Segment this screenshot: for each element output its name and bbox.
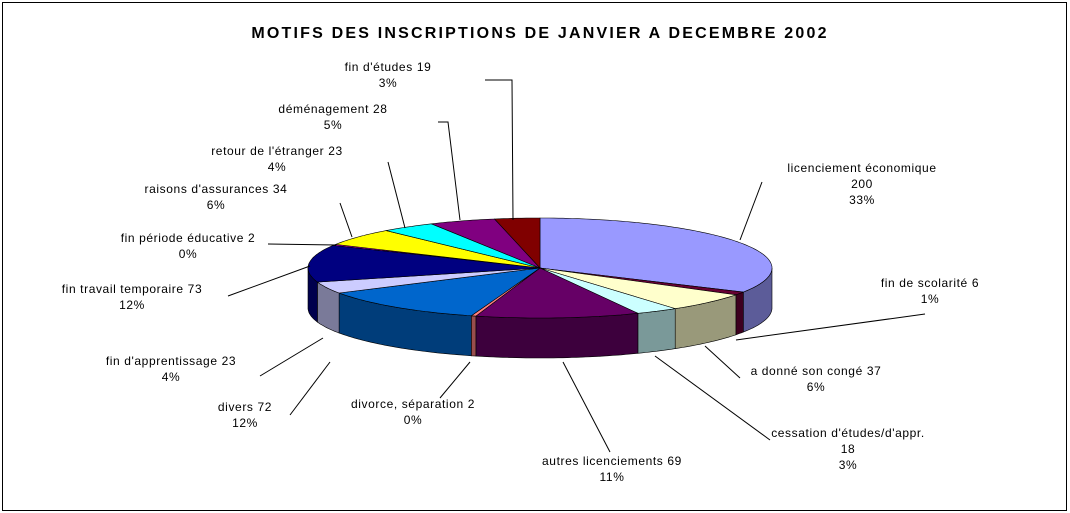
data-label: retour de l'étranger 23 xyxy=(211,144,343,158)
value-label: 37 xyxy=(867,364,882,378)
data-label: fin de scolarité 6 xyxy=(881,276,979,290)
percent-label: 12% xyxy=(232,416,258,430)
slice xyxy=(339,267,541,317)
data-label: fin période éducative 2 xyxy=(121,231,256,245)
percent-label: 11% xyxy=(600,470,625,484)
leader-line xyxy=(259,337,324,377)
category-label: déménagement xyxy=(278,102,369,116)
leader-line xyxy=(562,361,611,453)
slice xyxy=(316,267,541,294)
slice xyxy=(493,217,541,269)
slice xyxy=(431,218,541,269)
slice xyxy=(385,223,541,269)
category-label: fin période éducative xyxy=(121,231,244,245)
value-label: 6 xyxy=(972,276,979,290)
value-label: 18 xyxy=(841,442,856,456)
percent-label: 0% xyxy=(179,247,198,261)
value-label: 69 xyxy=(667,454,682,468)
category-label: fin de scolarité xyxy=(881,276,968,290)
percent-label: 1% xyxy=(921,292,940,306)
percent-label: 4% xyxy=(162,370,181,384)
data-label: raisons d'assurances 34 xyxy=(145,182,288,196)
percent-label: 33% xyxy=(849,193,875,207)
category-label: fin travail temporaire xyxy=(62,282,184,296)
value-label: 28 xyxy=(373,102,388,116)
leader-line xyxy=(654,355,771,441)
data-label: fin d'études 19 xyxy=(345,60,432,74)
value-label: 72 xyxy=(258,400,273,414)
percent-label: 4% xyxy=(268,160,287,174)
category-label: a donné son congé xyxy=(751,364,863,378)
value-label: 34 xyxy=(273,182,288,196)
value-label: 200 xyxy=(851,177,873,191)
percent-label: 3% xyxy=(839,458,858,472)
percent-label: 6% xyxy=(807,380,826,394)
leader-line xyxy=(267,243,337,246)
value-label: 2 xyxy=(248,231,255,245)
percent-label: 6% xyxy=(207,198,226,212)
category-label: retour de l'étranger xyxy=(211,144,324,158)
data-label: divorce, séparation 2 xyxy=(351,397,475,411)
slice-side xyxy=(637,308,676,354)
data-label: a donné son congé 37 xyxy=(751,364,882,378)
percent-label: 0% xyxy=(404,413,423,427)
category-label: licenciement économique xyxy=(787,161,936,175)
leader-line xyxy=(438,121,461,221)
slice-side xyxy=(475,312,639,359)
value-label: 19 xyxy=(417,60,432,74)
percent-label: 3% xyxy=(379,76,398,90)
leader-line xyxy=(739,181,763,241)
data-label: fin travail temporaire 73 xyxy=(62,282,202,296)
percent-label: 5% xyxy=(324,118,343,132)
data-label: déménagement 28 xyxy=(278,102,387,116)
category-label: cessation d'études/d'appr. xyxy=(771,426,925,440)
chart-title: MOTIFS DES INSCRIPTIONS DE JANVIER A DEC… xyxy=(251,25,828,42)
leader-line xyxy=(704,345,741,379)
data-label: licenciement économique 200 xyxy=(787,161,936,191)
slice-side xyxy=(471,315,477,357)
slice xyxy=(539,267,736,309)
data-label: fin d'apprentissage 23 xyxy=(106,354,236,368)
leader-line xyxy=(339,202,353,238)
slice xyxy=(539,217,773,293)
value-label: 2 xyxy=(468,397,475,411)
value-label: 73 xyxy=(188,282,203,296)
leader-line xyxy=(735,313,926,341)
leader-line xyxy=(387,161,406,229)
leader-line xyxy=(227,265,311,297)
category-label: fin d'études xyxy=(345,60,413,74)
data-label: autres licenciements 69 xyxy=(542,454,682,468)
category-label: fin d'apprentissage xyxy=(106,354,218,368)
slice xyxy=(335,230,541,269)
value-label: 23 xyxy=(328,144,343,158)
data-label: cessation d'études/d'appr. 18 xyxy=(771,426,925,456)
data-label: divers 72 xyxy=(218,400,272,414)
value-label: 23 xyxy=(222,354,237,368)
slice xyxy=(307,244,541,283)
category-label: raisons d'assurances xyxy=(145,182,269,196)
category-label: autres licenciements xyxy=(542,454,663,468)
leader-line xyxy=(439,361,471,399)
leader-line xyxy=(289,361,331,416)
category-label: divorce, séparation xyxy=(351,397,464,411)
slice xyxy=(539,267,676,314)
category-label: divers xyxy=(218,400,254,414)
slice xyxy=(475,267,640,319)
percent-label: 12% xyxy=(119,298,145,312)
leader-line xyxy=(485,79,514,221)
slice-side xyxy=(735,291,744,336)
